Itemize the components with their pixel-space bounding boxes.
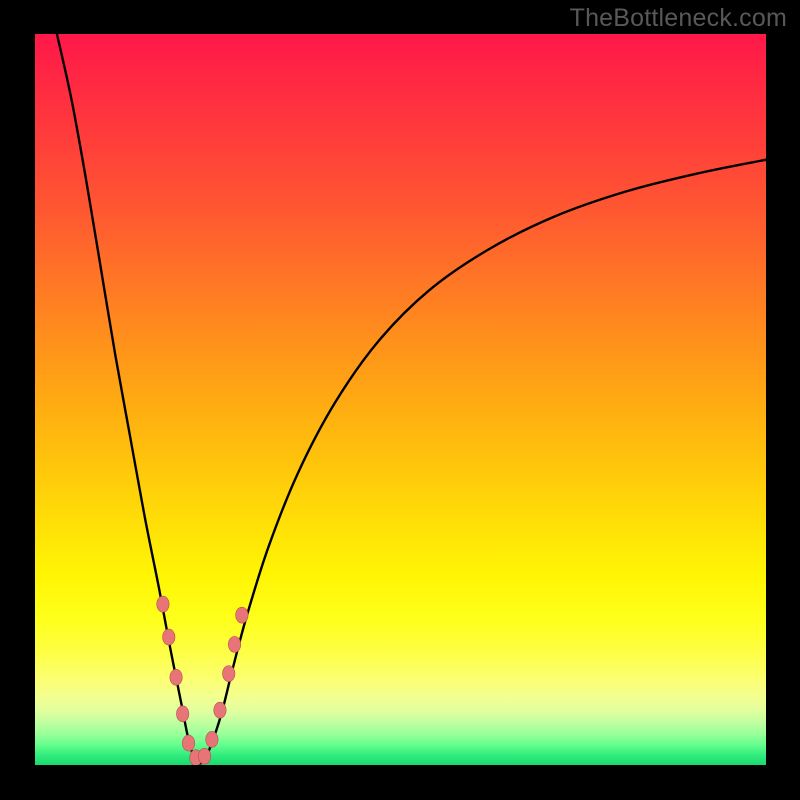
bottleneck-curve [57, 34, 766, 764]
curve-marker [157, 596, 169, 612]
curve-marker [182, 735, 194, 751]
plot-area [35, 34, 766, 765]
curve-marker [236, 607, 248, 623]
curve-marker [214, 702, 226, 718]
plot-svg [35, 34, 766, 765]
curve-marker [198, 748, 210, 764]
stage: TheBottleneck.com [0, 0, 800, 800]
curve-marker [163, 629, 175, 645]
curve-marker [206, 731, 218, 747]
watermark-text: TheBottleneck.com [570, 4, 787, 33]
curve-marker [176, 706, 188, 722]
curve-marker [223, 666, 235, 682]
curve-marker [170, 669, 182, 685]
curve-marker [228, 636, 240, 652]
